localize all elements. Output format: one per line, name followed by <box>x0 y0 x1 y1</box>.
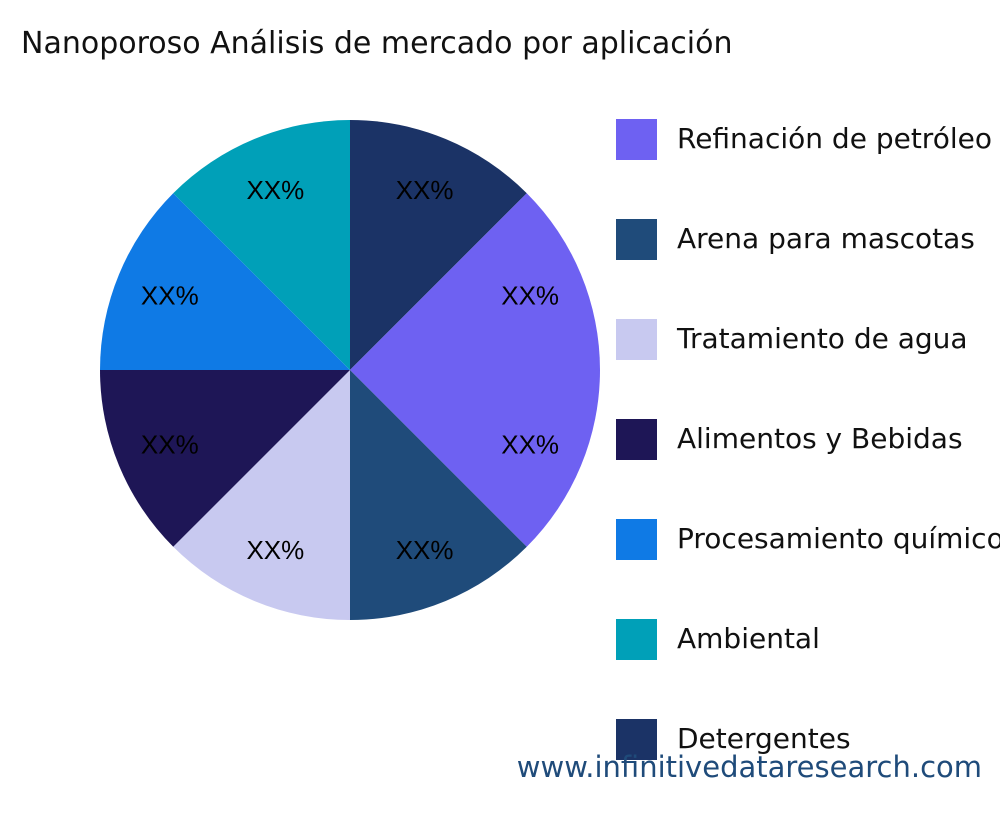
slice-label: XX% <box>246 175 304 205</box>
slice-label: XX% <box>141 430 199 460</box>
pie-slice <box>350 193 600 370</box>
pie-slice <box>350 370 527 620</box>
legend-label: Procesamiento químico <box>677 522 1000 555</box>
slice-label: XX% <box>396 175 454 205</box>
legend-swatch <box>616 719 657 760</box>
watermark: www.infinitivedataresearch.com <box>516 750 982 784</box>
slice-label: XX% <box>396 535 454 565</box>
legend-swatch <box>616 119 657 160</box>
slice-label: XX% <box>501 280 559 310</box>
legend-label: Arena para mascotas <box>677 222 975 255</box>
legend-item[interactable]: Detergentes <box>616 719 1000 819</box>
pie-slice <box>173 370 350 620</box>
pie-slice <box>350 370 600 547</box>
legend-item[interactable]: Alimentos y Bebidas <box>616 419 1000 519</box>
legend-swatch <box>616 519 657 560</box>
pie-slice <box>173 120 350 370</box>
slice-label: XX% <box>246 535 304 565</box>
legend-item[interactable]: Procesamiento químico <box>616 519 1000 619</box>
legend-swatch <box>616 319 657 360</box>
legend-label: Detergentes <box>677 722 851 755</box>
slice-label: XX% <box>501 430 559 460</box>
legend-label: Ambiental <box>677 622 820 655</box>
legend-swatch <box>616 219 657 260</box>
legend-swatch <box>616 419 657 460</box>
pie-slice <box>100 193 350 370</box>
legend-swatch <box>616 619 657 660</box>
legend: Refinación de petróleo Arena para mascota… <box>616 119 1000 819</box>
legend-item[interactable]: Tratamiento de agua <box>616 319 1000 419</box>
pie-slice <box>350 120 527 370</box>
pie-chart: XX% XX% XX% XX% XX% XX% XX% XX% <box>100 120 600 620</box>
slice-label: XX% <box>141 280 199 310</box>
pie-slice <box>100 370 350 547</box>
chart-title: Nanoporoso Análisis de mercado por aplic… <box>21 26 733 61</box>
legend-label: Tratamiento de agua <box>677 322 968 355</box>
legend-item[interactable]: Refinación de petróleo <box>616 119 1000 219</box>
legend-label: Alimentos y Bebidas <box>677 422 963 455</box>
legend-label: Refinación de petróleo <box>677 122 992 155</box>
legend-item[interactable]: Arena para mascotas <box>616 219 1000 319</box>
legend-item[interactable]: Ambiental <box>616 619 1000 719</box>
